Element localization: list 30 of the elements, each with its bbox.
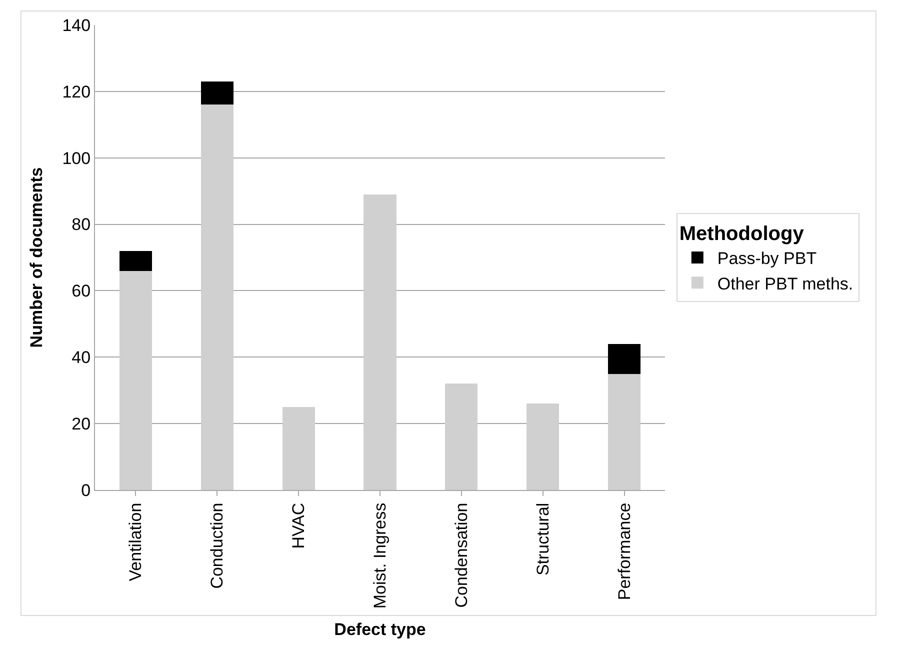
bar bbox=[200, 104, 234, 490]
x-tick-label: Ventilation bbox=[126, 502, 146, 582]
y-tick-label: 0 bbox=[81, 480, 91, 500]
bar bbox=[608, 344, 641, 374]
y-tick-label: 40 bbox=[72, 348, 91, 368]
y-tick-label: 60 bbox=[72, 282, 91, 301]
x-tick-label: HVAC bbox=[289, 502, 308, 549]
bar bbox=[119, 250, 152, 271]
y-axis-title: Number of documents bbox=[26, 167, 46, 348]
x-tick-label: Conduction bbox=[208, 502, 227, 589]
bar bbox=[526, 404, 560, 490]
x-tick-label: Performance bbox=[614, 502, 634, 600]
legend-title: Methodology bbox=[679, 223, 805, 245]
x-tick-label: Moist. Ingress bbox=[370, 502, 390, 609]
bar bbox=[445, 384, 478, 490]
bar bbox=[200, 81, 234, 105]
y-tick-label: 20 bbox=[72, 414, 91, 434]
bar bbox=[282, 406, 315, 490]
x-tick-label: Structural bbox=[533, 502, 552, 576]
y-tick-label: 100 bbox=[62, 148, 91, 168]
y-tick-label: 140 bbox=[62, 16, 91, 35]
y-tick-label: 120 bbox=[62, 82, 91, 102]
x-tick-label: Condensation bbox=[452, 502, 471, 608]
x-axis-title: Defect type bbox=[334, 620, 426, 640]
bar bbox=[608, 374, 641, 490]
bar bbox=[364, 194, 396, 490]
bar bbox=[119, 270, 152, 490]
legend-label: Pass-by PBT bbox=[717, 249, 817, 268]
y-tick-label: 80 bbox=[72, 215, 91, 234]
legend-label: Other PBT meths. bbox=[717, 274, 854, 294]
